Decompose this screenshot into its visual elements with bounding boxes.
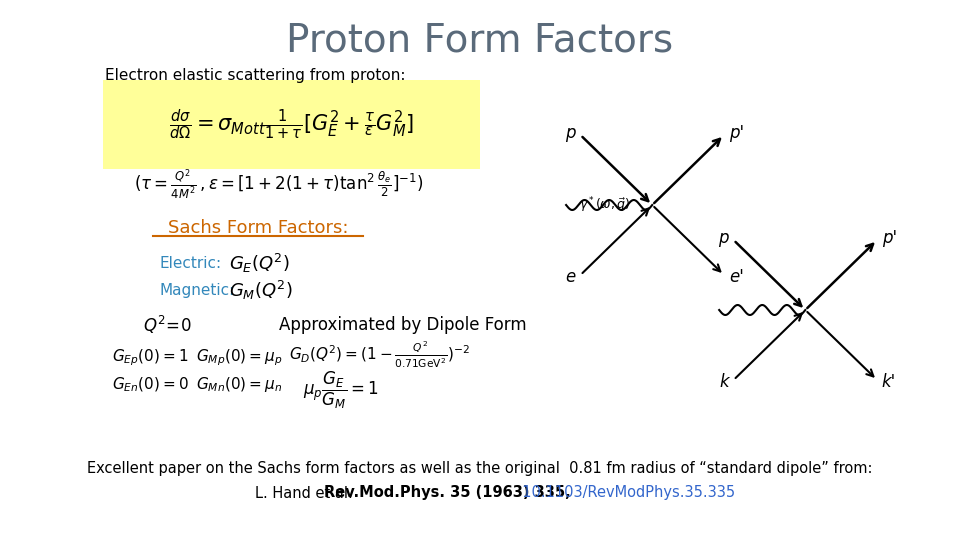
Text: $\mu_p\dfrac{G_E}{G_M} = 1$: $\mu_p\dfrac{G_E}{G_M} = 1$	[303, 369, 379, 410]
Text: Electron elastic scattering from proton:: Electron elastic scattering from proton:	[105, 68, 405, 83]
Text: $\gamma^*(\omega,\vec{q})$: $\gamma^*(\omega,\vec{q})$	[579, 195, 630, 215]
Text: e: e	[565, 268, 576, 286]
Text: p': p'	[729, 124, 744, 142]
Text: p: p	[565, 124, 576, 142]
Text: Proton Form Factors: Proton Form Factors	[286, 22, 674, 60]
Text: k: k	[719, 373, 729, 391]
Text: L. Hand et al.: L. Hand et al.	[255, 485, 357, 501]
Text: p: p	[718, 229, 729, 247]
Text: Electric:: Electric:	[159, 255, 222, 271]
FancyBboxPatch shape	[103, 80, 480, 169]
Text: p': p'	[882, 229, 897, 247]
Text: Rev.Mod.Phys. 35 (1963) 335,: Rev.Mod.Phys. 35 (1963) 335,	[324, 485, 571, 501]
Text: $G_D(Q^2) = (1-\frac{Q^2}{0.71\mathrm{GeV}^2})^{-2}$: $G_D(Q^2) = (1-\frac{Q^2}{0.71\mathrm{Ge…	[289, 340, 469, 370]
Text: k': k'	[882, 373, 896, 391]
Text: $G_M(Q^2)$: $G_M(Q^2)$	[229, 279, 293, 301]
Text: Excellent paper on the Sachs form factors as well as the original  0.81 fm radiu: Excellent paper on the Sachs form factor…	[87, 461, 873, 476]
Text: $G_{En}(0)=0 \;\; G_{Mn}(0)=\mu_n$: $G_{En}(0)=0 \;\; G_{Mn}(0)=\mu_n$	[111, 375, 282, 395]
Text: Sachs Form Factors:: Sachs Form Factors:	[168, 219, 348, 237]
Text: e': e'	[729, 268, 744, 286]
Text: $G_{Ep}(0)=1 \;\; G_{Mp}(0)=\mu_p$: $G_{Ep}(0)=1 \;\; G_{Mp}(0)=\mu_p$	[111, 348, 282, 368]
Text: $Q^2\!=\!0$: $Q^2\!=\!0$	[143, 314, 192, 336]
Text: $\frac{d\sigma}{d\Omega} = \sigma_{Mott} \frac{1}{1+\tau} [G_E^2 + \frac{\tau}{\: $\frac{d\sigma}{d\Omega} = \sigma_{Mott}…	[169, 108, 414, 142]
Text: Magnetic:: Magnetic:	[159, 282, 235, 298]
Text: Approximated by Dipole Form: Approximated by Dipole Form	[279, 316, 527, 334]
Text: $G_E(Q^2)$: $G_E(Q^2)$	[229, 252, 290, 274]
Text: 10.1103/RevModPhys.35.335: 10.1103/RevModPhys.35.335	[514, 485, 735, 501]
Text: $(\tau = \frac{Q^2}{4M^2}\,,\varepsilon = [1 + 2(1+\tau)\tan^2\frac{\theta_e}{2}: $(\tau = \frac{Q^2}{4M^2}\,,\varepsilon …	[134, 168, 423, 202]
